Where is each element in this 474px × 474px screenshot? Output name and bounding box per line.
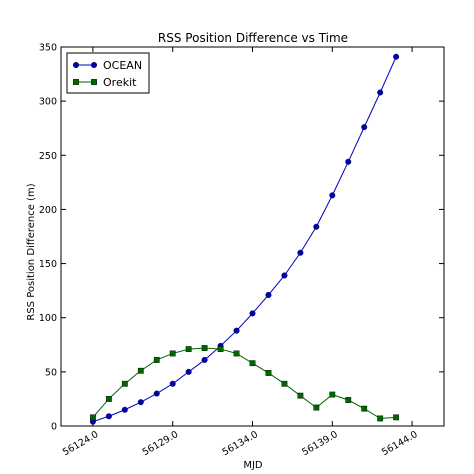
data-point-orekit [249,360,256,367]
data-point-orekit [217,346,224,353]
legend-label-ocean: OCEAN [103,59,142,72]
data-point-orekit [105,396,112,402]
data-point-ocean [313,223,320,230]
x-tick-label: 56129.0 [141,429,181,458]
y-tick-label: 250 [39,151,57,162]
data-point-ocean [105,413,112,420]
data-point-ocean [233,327,240,334]
data-point-orekit [393,414,400,421]
y-tick-label: 350 [39,43,57,54]
y-tick-label: 0 [51,422,57,433]
data-point-ocean [185,368,192,375]
data-point-ocean [377,89,384,96]
data-point-ocean [361,124,368,131]
data-point-orekit [329,391,336,398]
x-tick-label: 56144.0 [380,429,420,458]
data-point-orekit [345,397,352,403]
data-point-ocean [297,249,304,256]
data-point-orekit [377,415,384,422]
y-tick-label: 50 [45,367,57,378]
x-tick-label: 56139.0 [300,429,340,458]
series-line-orekit [92,347,397,419]
data-point-orekit [361,405,368,412]
data-point-orekit [201,345,208,351]
data-point-ocean [281,272,288,279]
data-point-ocean [249,310,256,317]
data-point-ocean [137,399,144,406]
data-point-orekit [153,357,160,363]
series-line-ocean [92,56,397,423]
legend-marker-orekit [73,79,79,85]
y-tick-label: 300 [39,97,57,108]
data-point-ocean [329,192,336,199]
data-point-ocean [169,380,176,387]
y-tick-label: 150 [39,259,57,270]
data-point-orekit [233,350,240,357]
data-point-orekit [313,404,320,411]
legend-marker-orekit [91,79,97,85]
plot-area: 0 50 100 150 200 250 300 350 56124.0 56129.0 56134… [39,43,445,458]
data-point-ocean [265,291,272,298]
data-point-orekit [185,346,192,353]
data-point-orekit [265,370,272,376]
data-point-ocean [393,53,400,60]
data-point-ocean [201,356,208,363]
plot-frame [60,46,445,427]
data-point-ocean [345,158,352,165]
legend-label-orekit: Orekit [103,76,137,89]
data-point-orekit [137,367,144,374]
legend-marker-ocean [90,62,97,69]
data-point-orekit [121,380,128,387]
data-point-ocean [121,406,128,413]
data-point-orekit [297,392,304,399]
data-point-ocean [153,390,160,397]
data-point-orekit [281,380,288,387]
chart-title: RSS Position Difference vs Time [158,31,348,45]
y-tick-label: 100 [39,313,57,324]
y-axis-label: RSS Position Difference (m) [26,183,37,320]
data-point-orekit [90,414,96,421]
x-axis-label: MJD [243,460,263,471]
x-tick-label: 56124.0 [61,429,101,458]
y-tick-label: 200 [39,205,57,216]
legend-box [66,52,150,94]
legend-marker-ocean [72,62,79,69]
data-point-orekit [169,350,176,357]
x-tick-label: 56134.0 [220,429,260,458]
